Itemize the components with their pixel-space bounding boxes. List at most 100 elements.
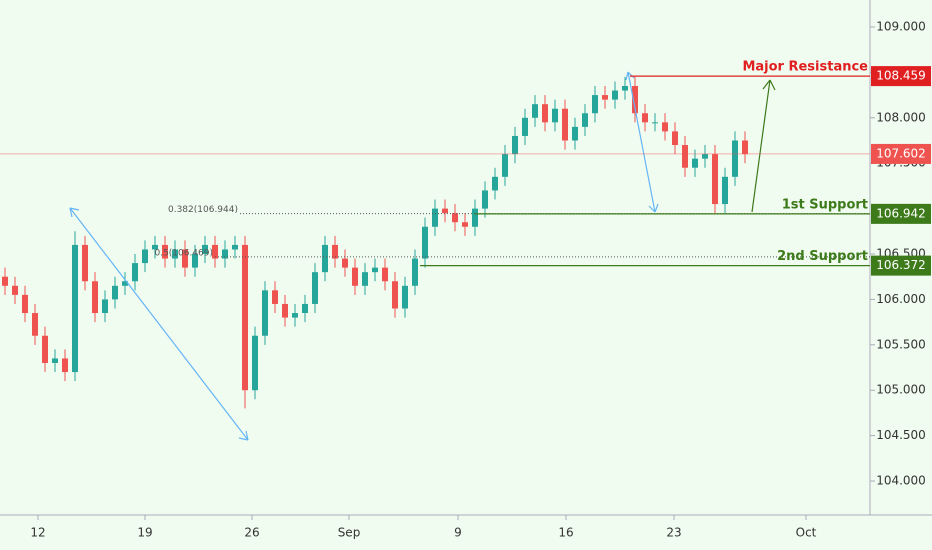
price-box-label: 107.602 (876, 146, 926, 160)
candle-body (162, 244, 168, 259)
candle-body (172, 249, 178, 259)
candle-body (492, 176, 498, 191)
candle-body (222, 249, 228, 259)
level-label: 1st Support (782, 197, 868, 212)
x-tick-label: 12 (30, 526, 45, 540)
plot-area (2, 76, 748, 409)
candle-body (512, 135, 518, 155)
candle-body (742, 140, 748, 155)
candle-body (292, 313, 298, 318)
y-tick-label: 104.000 (876, 474, 926, 488)
candle-body (322, 244, 328, 273)
candle-body (532, 104, 538, 118)
level-price-box (871, 66, 931, 87)
candle-body (12, 285, 18, 295)
candle-body (602, 95, 608, 100)
candle-body (482, 190, 488, 209)
candle-body (622, 85, 628, 91)
y-tick-label: 108.000 (876, 110, 926, 124)
level-price-label: 106.372 (876, 258, 926, 272)
y-tick-label: 106.000 (876, 292, 926, 306)
candle-body (732, 140, 738, 177)
candle-body (332, 244, 338, 259)
trend-arrow (627, 71, 656, 213)
candle-body (462, 222, 468, 227)
axes (0, 0, 932, 516)
candle-body (592, 95, 598, 114)
candle-body (662, 122, 668, 132)
drawings (69, 71, 776, 441)
candle-body (122, 281, 128, 286)
price-box (871, 143, 931, 164)
candle-body (442, 208, 448, 214)
x-tick-label: Oct (796, 526, 817, 540)
candle-body (92, 281, 98, 314)
y-tick-label: 105.000 (876, 383, 926, 397)
level-price-label: 106.942 (876, 206, 926, 220)
candle-body (522, 117, 528, 136)
x-tick-label: 16 (558, 526, 573, 540)
candle-body (472, 208, 478, 227)
candle-body (32, 313, 38, 336)
candle-body (72, 244, 78, 373)
x-tick-label: 19 (137, 526, 152, 540)
candle-body (382, 267, 388, 282)
arrowhead (625, 71, 659, 213)
candle-body (2, 276, 8, 286)
candle-body (182, 249, 188, 268)
candle-body (232, 244, 238, 250)
candle-body (572, 126, 578, 141)
candle-body (562, 108, 568, 141)
x-tick-label: Sep (338, 526, 361, 540)
candle-body (402, 285, 408, 309)
candle-body (652, 122, 658, 124)
candle-body (342, 258, 348, 268)
candle-body (52, 358, 58, 363)
fib-label: 0.382(106.944) (168, 205, 238, 215)
level-price-box (871, 203, 931, 224)
arrowhead (69, 207, 80, 218)
candle-body (502, 154, 508, 177)
candle-body (632, 85, 638, 114)
candle-body (302, 303, 308, 314)
candle-body (722, 176, 728, 205)
candle-body (42, 335, 48, 363)
candle-body (352, 267, 358, 286)
candle-body (142, 249, 148, 264)
candle-body (412, 258, 418, 286)
candle-body (312, 272, 318, 304)
candle-body (552, 108, 558, 123)
level-label: 2nd Support (777, 249, 868, 264)
candle-body (432, 208, 438, 227)
candle-body (392, 281, 398, 309)
candle-body (682, 145, 688, 168)
candle-body (712, 154, 718, 205)
candle-body (542, 104, 548, 123)
candle-body (252, 335, 258, 391)
candle-body (362, 272, 368, 286)
candle-body (192, 254, 198, 268)
y-tick-label: 104.500 (876, 428, 926, 442)
candle-body (582, 113, 588, 127)
candle-body (212, 244, 218, 259)
level-label: Major Resistance (742, 60, 868, 75)
candle-body (702, 154, 708, 159)
candle-body (372, 267, 378, 273)
candle-body (272, 290, 278, 304)
projection-arrow (751, 79, 771, 213)
x-tick-label: 9 (454, 526, 462, 540)
candle-body (132, 263, 138, 282)
arrowhead (238, 430, 249, 441)
candle-body (282, 303, 288, 318)
level-price-label: 108.459 (876, 69, 926, 83)
candle-body (22, 294, 28, 314)
candle-body (62, 358, 68, 373)
candle-body (82, 244, 88, 282)
candle-body (262, 290, 268, 336)
candle-body (672, 131, 678, 146)
candle-body (612, 90, 618, 100)
level-price-box (871, 255, 931, 276)
trend-arrow (69, 207, 249, 441)
candle-body (452, 213, 458, 223)
